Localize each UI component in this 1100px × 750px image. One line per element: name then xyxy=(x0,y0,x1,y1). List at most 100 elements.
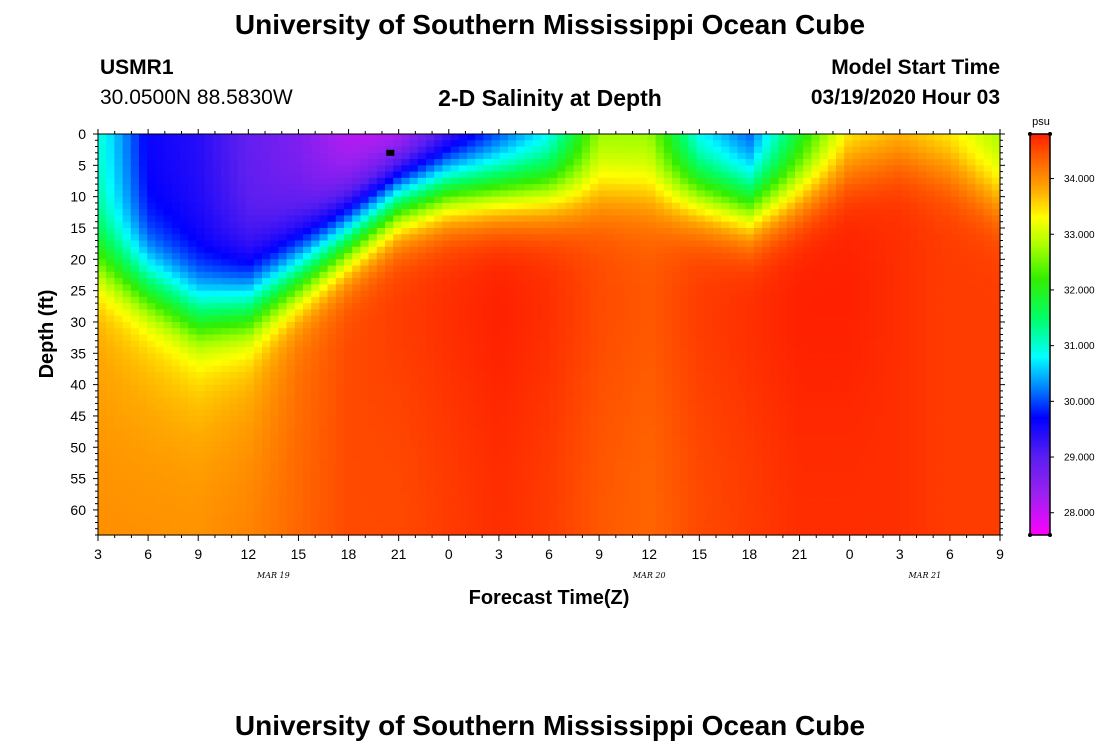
heatmap-cell xyxy=(688,140,698,148)
heatmap-cell xyxy=(196,209,206,217)
heatmap-cell xyxy=(655,202,665,210)
heatmap-cell xyxy=(352,447,361,455)
heatmap-cell xyxy=(212,528,222,536)
heatmap-cell xyxy=(483,434,493,442)
heatmap-cell xyxy=(704,315,714,323)
heatmap-cell xyxy=(688,497,698,505)
heatmap-cell xyxy=(573,447,583,455)
heatmap-cell xyxy=(417,315,427,323)
heatmap-cell xyxy=(672,497,681,505)
heatmap-cell xyxy=(499,196,509,204)
heatmap-cell xyxy=(368,259,378,267)
heatmap-cell xyxy=(385,265,394,273)
heatmap-cell xyxy=(286,441,296,448)
heatmap-cell xyxy=(376,265,386,273)
heatmap-cell xyxy=(434,472,443,480)
heatmap-cell xyxy=(401,334,411,342)
heatmap-cell xyxy=(524,159,534,166)
heatmap-cell xyxy=(491,384,501,392)
heatmap-cell xyxy=(262,422,271,430)
heatmap-cell xyxy=(483,478,493,486)
heatmap-cell xyxy=(286,165,296,173)
heatmap-cell xyxy=(458,422,468,430)
heatmap-cell xyxy=(508,328,517,336)
heatmap-cell xyxy=(508,516,517,524)
heatmap-cell xyxy=(147,140,156,148)
heatmap-cell xyxy=(237,140,247,148)
heatmap-cell xyxy=(303,484,312,492)
heatmap-cell xyxy=(573,315,583,323)
heatmap-cell xyxy=(647,215,657,223)
heatmap-cell xyxy=(581,221,591,229)
heatmap-cell xyxy=(130,459,140,467)
heatmap-cell xyxy=(614,159,624,166)
heatmap-cell xyxy=(704,303,714,311)
heatmap-cell xyxy=(114,303,124,311)
heatmap-cell xyxy=(344,184,353,191)
heatmap-cell xyxy=(147,340,156,348)
heatmap-cell xyxy=(278,215,288,223)
heatmap-cell xyxy=(598,459,607,467)
heatmap-cell xyxy=(155,234,165,242)
heatmap-cell xyxy=(442,227,452,235)
heatmap-cell xyxy=(360,503,370,511)
heatmap-cell xyxy=(655,484,665,492)
heatmap-cell xyxy=(426,184,435,191)
heatmap-cell xyxy=(729,516,739,524)
heatmap-cell xyxy=(376,441,386,448)
heatmap-cell xyxy=(524,309,534,317)
heatmap-cell xyxy=(286,271,296,279)
heatmap-cell xyxy=(483,140,493,148)
heatmap-cell xyxy=(204,459,214,467)
heatmap-cell xyxy=(163,196,173,204)
heatmap-cell xyxy=(294,328,304,336)
heatmap-cell xyxy=(221,253,230,260)
heatmap-cell xyxy=(368,315,378,323)
heatmap-cell xyxy=(204,309,214,317)
heatmap-cell xyxy=(180,202,189,210)
heatmap-cell xyxy=(122,296,132,304)
heatmap-cell xyxy=(196,152,206,160)
heatmap-cell xyxy=(614,190,624,198)
heatmap-cell xyxy=(606,202,616,210)
heatmap-cell xyxy=(581,140,591,148)
heatmap-cell xyxy=(385,390,394,398)
heatmap-cell xyxy=(672,434,681,442)
heatmap-cell xyxy=(122,259,132,267)
heatmap-cell xyxy=(573,253,583,260)
heatmap-cell xyxy=(303,441,312,448)
heatmap-cell xyxy=(458,415,468,423)
heatmap-cell xyxy=(401,453,411,461)
heatmap-cell xyxy=(139,259,148,267)
heatmap-cell xyxy=(598,365,607,373)
heatmap-cell xyxy=(516,484,525,492)
heatmap-cell xyxy=(106,497,115,505)
heatmap-cell xyxy=(672,177,681,185)
heatmap-cell xyxy=(196,528,206,536)
heatmap-cell xyxy=(393,190,402,198)
heatmap-cell xyxy=(483,328,493,336)
heatmap-cell xyxy=(360,196,370,204)
heatmap-cell xyxy=(467,378,476,386)
heatmap-cell xyxy=(458,328,468,336)
heatmap-cell xyxy=(360,434,370,442)
heatmap-cell xyxy=(98,171,107,179)
heatmap-cell xyxy=(524,290,534,298)
heatmap-cell xyxy=(188,265,197,273)
heatmap-cell xyxy=(245,340,255,348)
heatmap-cell xyxy=(606,221,616,229)
heatmap-cell xyxy=(393,378,402,386)
heatmap-cell xyxy=(549,472,558,480)
heatmap-cell xyxy=(499,528,509,536)
heatmap-cell xyxy=(163,516,173,524)
heatmap-cell xyxy=(557,134,566,141)
heatmap-cell xyxy=(696,253,706,260)
heatmap-cell xyxy=(335,434,345,442)
heatmap-cell xyxy=(688,528,698,536)
heatmap-cell xyxy=(171,328,181,336)
heatmap-cell xyxy=(286,403,296,411)
heatmap-cell xyxy=(204,466,214,473)
heatmap-cell xyxy=(713,309,722,317)
heatmap-cell xyxy=(483,484,493,492)
heatmap-cell xyxy=(401,309,411,317)
